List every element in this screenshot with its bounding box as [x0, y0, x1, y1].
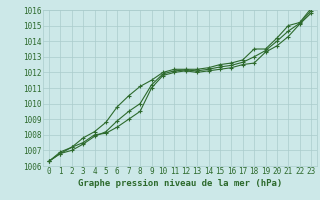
X-axis label: Graphe pression niveau de la mer (hPa): Graphe pression niveau de la mer (hPa)	[78, 179, 282, 188]
